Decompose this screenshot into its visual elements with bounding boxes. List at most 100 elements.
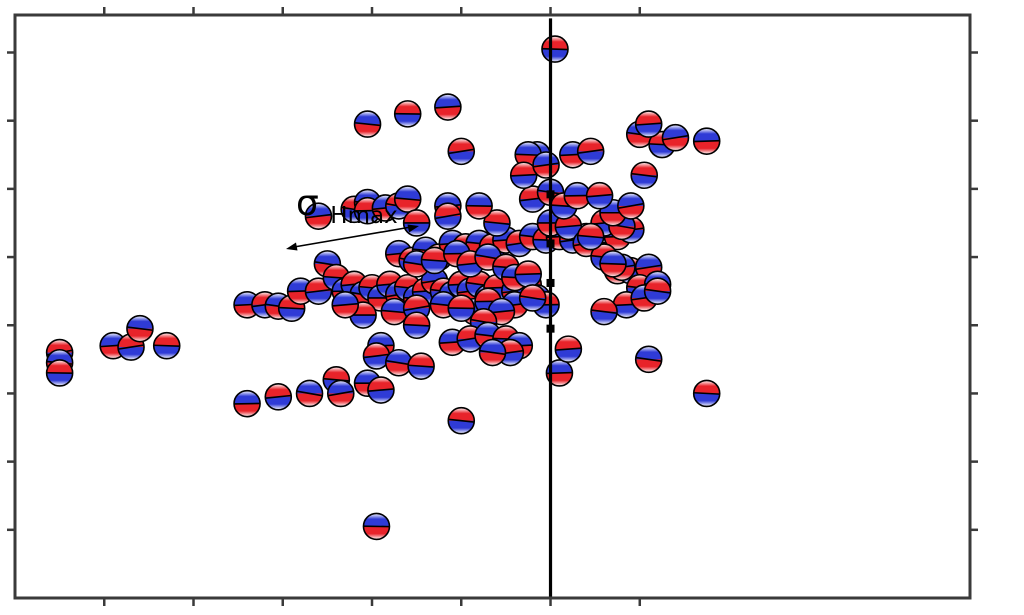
fault-marker: [546, 190, 555, 199]
nodal-plane: [403, 323, 430, 327]
focal-mechanism: [661, 123, 690, 152]
nodal-plane: [448, 418, 475, 423]
focal-mechanism: [518, 284, 547, 312]
focal-mechanism: [393, 100, 422, 128]
focal-mechanism: [465, 192, 493, 220]
focal-mechanism: [434, 202, 462, 230]
focal-mechanism: [367, 376, 395, 404]
nodal-plane: [434, 213, 461, 220]
nodal-plane: [693, 139, 720, 143]
nodal-plane: [354, 121, 381, 127]
nodal-plane: [381, 309, 408, 314]
sigma-subscript: Hmax: [330, 203, 397, 229]
focal-mechanism: [447, 137, 476, 166]
sigma-hmax-double-arrow: [286, 224, 419, 251]
nodal-plane: [153, 344, 180, 347]
nodal-plane: [533, 162, 560, 168]
focal-mechanism: [331, 290, 360, 319]
nodal-plane: [635, 264, 662, 271]
nodal-plane: [278, 306, 305, 310]
focal-mechanism: [554, 335, 583, 363]
nodal-plane: [577, 148, 604, 154]
fault-marker: [546, 278, 555, 287]
focal-mechanism: [514, 260, 543, 288]
focal-mechanism: [576, 137, 605, 166]
nodal-plane: [586, 193, 613, 198]
nodal-plane: [408, 364, 435, 368]
fault-trace: [546, 18, 555, 598]
fault-marker: [546, 324, 555, 333]
focal-mechanism: [45, 359, 74, 387]
focal-mechanism: [532, 151, 560, 179]
focal-mechanism: [407, 352, 435, 380]
nodal-plane: [327, 390, 354, 397]
nodal-plane: [363, 353, 390, 359]
nodal-plane: [617, 202, 644, 209]
nodal-plane: [541, 47, 568, 51]
nodal-plane: [332, 302, 359, 307]
nodal-plane: [434, 105, 461, 109]
nodal-plane: [693, 391, 720, 395]
focal-mechanism: [447, 294, 476, 323]
nodal-plane: [305, 213, 332, 219]
focal-mechanism: [353, 110, 382, 138]
focal-mechanism: [541, 35, 569, 63]
nodal-plane: [385, 359, 412, 366]
focal-mechanism: [585, 181, 614, 210]
focal-mechanism: [393, 185, 422, 213]
focal-mechanism: [630, 161, 659, 190]
sigma-symbol: σ: [296, 183, 319, 224]
focal-mechanism: [643, 277, 672, 305]
sigma-label: σ Hmax: [296, 183, 398, 229]
focal-mechanism: [483, 209, 511, 237]
focal-mechanism: [692, 127, 721, 155]
nodal-plane: [126, 326, 153, 332]
focal-mechanism: [634, 345, 663, 374]
nodal-plane: [305, 288, 332, 294]
focal-mechanism: [434, 93, 462, 121]
focal-mechanism: [447, 406, 476, 435]
focal-mechanism: [295, 379, 324, 408]
nodal-plane: [367, 388, 394, 392]
nodal-plane: [448, 148, 475, 155]
nodal-plane: [662, 134, 689, 141]
axes-box: [13, 13, 972, 600]
focal-mechanism: [576, 222, 605, 251]
nodal-plane: [483, 220, 510, 226]
nodal-plane: [403, 305, 430, 312]
nodal-plane: [555, 224, 582, 229]
focal-mechanism: [264, 383, 293, 411]
focal-mechanism: [380, 297, 409, 326]
fault-marker: [546, 239, 555, 248]
focal-mechanism: [634, 110, 663, 138]
focal-mechanism: [617, 192, 645, 220]
nodal-plane: [394, 197, 421, 202]
plot-frame: [7, 7, 978, 606]
focal-mechanism: [509, 161, 538, 190]
nodal-plane: [635, 356, 662, 362]
focal-mechanism: [599, 250, 627, 278]
focal-mechanism: [152, 331, 181, 360]
nodal-plane: [519, 295, 546, 301]
nodal-plane: [296, 390, 323, 397]
focal-mechanism: [233, 389, 261, 418]
nodal-plane: [479, 349, 506, 356]
focal-mechanism: [692, 379, 721, 408]
nodal-plane: [515, 272, 542, 276]
focal-mechanism: [326, 379, 355, 408]
sigma-hmax-annotation: σ Hmax: [286, 183, 419, 251]
nodal-plane: [118, 344, 144, 350]
nodal-plane: [631, 172, 658, 178]
focal-mechanism: [126, 314, 154, 343]
nodal-plane: [644, 288, 671, 294]
focal-mechanism: [478, 338, 507, 367]
focal-mechanism: [362, 512, 391, 541]
focal-mechanism: [420, 246, 449, 275]
nodal-plane: [510, 173, 537, 177]
nodal-plane: [591, 309, 618, 314]
nodal-plane: [635, 122, 662, 126]
nodal-plane: [577, 234, 604, 239]
focal-mechanism: [545, 359, 574, 387]
focal-mechanism: [590, 297, 618, 326]
